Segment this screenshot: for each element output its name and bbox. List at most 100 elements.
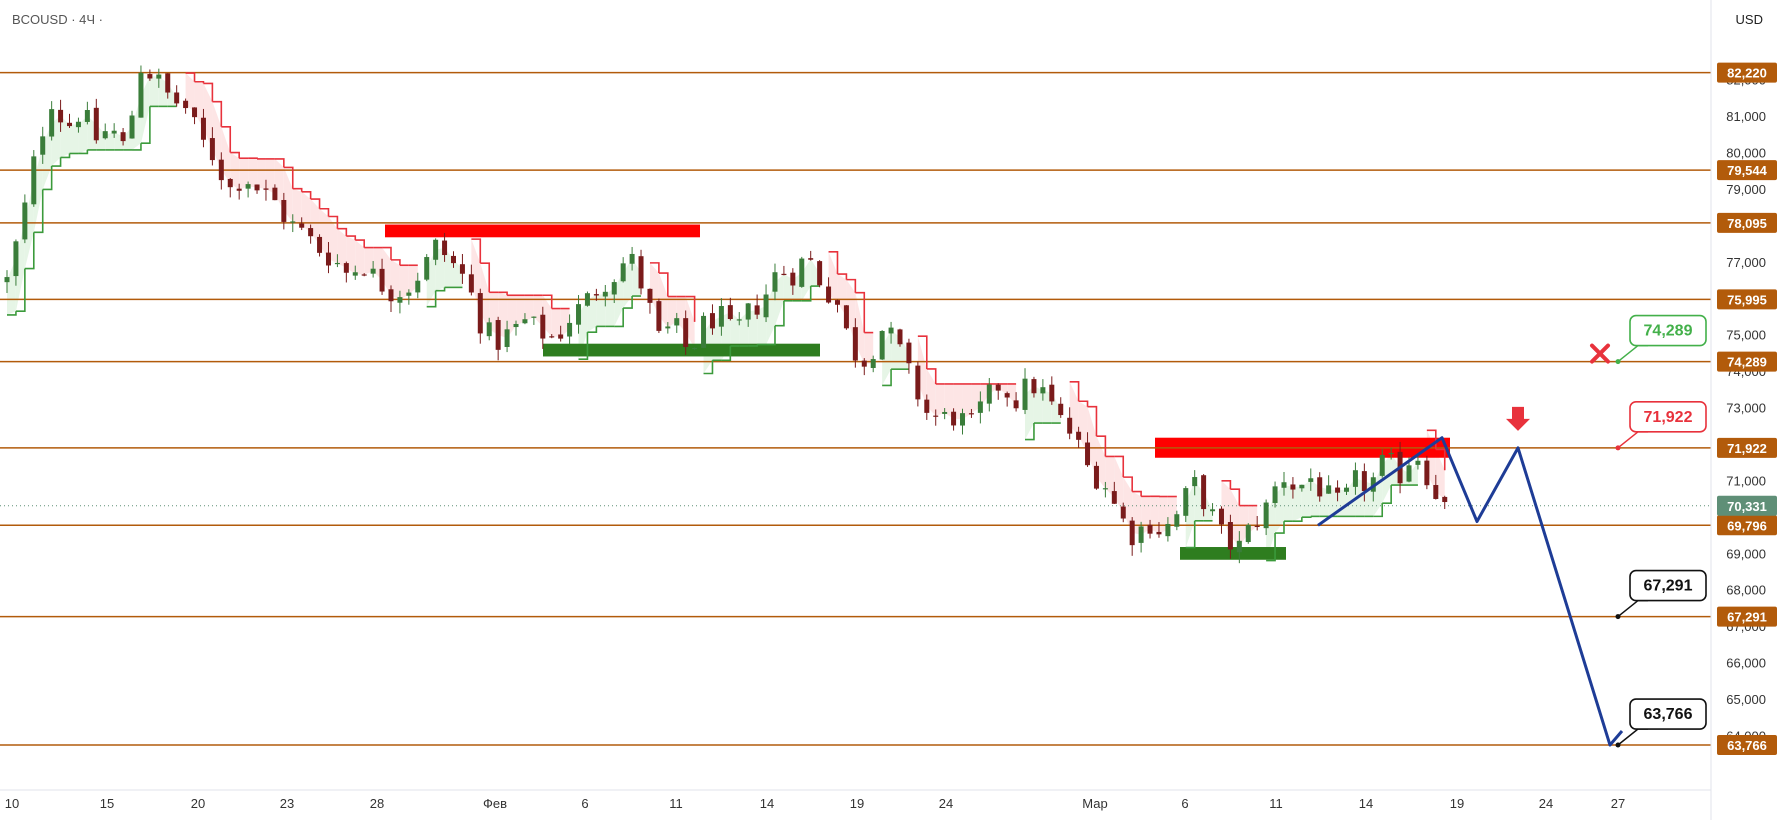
candle-body <box>451 255 456 264</box>
currency-label[interactable]: USD <box>1735 12 1763 27</box>
uptrend-fill <box>1328 489 1338 517</box>
x-tick-label: 28 <box>370 796 384 811</box>
supertrend-up-line <box>774 300 785 327</box>
projection-path[interactable] <box>1317 436 1624 747</box>
target-callout[interactable] <box>1629 569 1707 602</box>
candle-body <box>531 316 537 318</box>
candle-body <box>415 280 421 293</box>
candle-body <box>1424 460 1430 486</box>
candle-body <box>58 109 64 123</box>
candle-body <box>361 274 367 276</box>
target-callout[interactable] <box>1629 698 1707 730</box>
candle-body <box>1040 387 1046 394</box>
level-tag-label: 71,922 <box>1727 441 1767 456</box>
candle-body <box>1236 540 1242 553</box>
candle-body <box>1272 486 1278 504</box>
level-tag <box>1717 515 1777 536</box>
candle-body <box>593 294 599 296</box>
x-tick-label: 11 <box>669 796 683 811</box>
supertrend-down-line <box>274 158 285 168</box>
supertrend-up-line <box>78 149 89 155</box>
y-tick-label: 68,000 <box>1726 583 1766 598</box>
supertrend-up-line <box>24 232 35 270</box>
uptrend-fill <box>1337 489 1347 517</box>
supertrend-down-line <box>1114 455 1125 478</box>
candle-body <box>1004 393 1010 398</box>
candle-body <box>379 268 385 292</box>
uptrend-fill <box>1283 485 1293 522</box>
candle-body <box>736 319 742 321</box>
y-tick-label: 73,000 <box>1726 401 1766 416</box>
uptrend-fill <box>69 124 79 154</box>
candle-body <box>817 261 823 286</box>
candle-body <box>468 274 474 293</box>
x-tick-label: 15 <box>100 796 114 811</box>
candle-body <box>1415 460 1421 465</box>
supertrend-up-line <box>7 311 17 316</box>
arrow-down-icon <box>1506 406 1530 431</box>
time-axis[interactable]: 10 15 20 23 28 Фев 6 11 14 19 24 Мар 6 11 14 19 24 27 <box>5 796 1625 811</box>
supertrend-down-line <box>685 295 696 322</box>
target-callout[interactable] <box>1629 314 1707 347</box>
level-tag <box>1717 212 1777 233</box>
candle-body <box>799 258 805 287</box>
candle-body <box>1281 482 1287 488</box>
candle-body <box>861 360 867 367</box>
candle-body <box>1138 526 1144 543</box>
downtrend-fill <box>962 383 972 420</box>
supertrend-up-line <box>132 143 142 151</box>
candle-body <box>960 413 966 426</box>
support-zone[interactable] <box>1180 547 1286 560</box>
uptrend-fill <box>149 76 159 107</box>
x-tick-label: 24 <box>1539 796 1553 811</box>
y-tick-label: 77,000 <box>1726 255 1766 270</box>
supertrend-up-line <box>435 287 446 292</box>
supertrend-up-line <box>703 360 714 375</box>
candle-body <box>1085 442 1091 466</box>
uptrend-fill <box>15 220 25 312</box>
resistance-zone[interactable] <box>385 224 700 238</box>
candle-body <box>317 236 323 253</box>
y-tick-label: 79,000 <box>1726 182 1766 197</box>
downtrend-fill <box>301 191 311 233</box>
supertrend-down-line <box>926 368 937 384</box>
candle-body <box>1442 496 1448 503</box>
downtrend-fill <box>265 158 275 194</box>
candle-body <box>683 318 689 348</box>
candle-body <box>299 223 305 228</box>
candle-body <box>1326 485 1332 494</box>
supertrend-up-line <box>1292 517 1303 522</box>
downtrend-fill <box>1158 496 1168 534</box>
supertrend-up-line <box>1025 423 1035 441</box>
candle-body <box>1317 477 1323 497</box>
x-tick-label: 23 <box>280 796 294 811</box>
supertrend-down-line <box>390 259 401 266</box>
downtrend-fill <box>292 188 302 226</box>
level-tag <box>1717 62 1777 83</box>
candle-body <box>388 289 394 302</box>
candle-body <box>397 297 403 303</box>
x-tick-label: 27 <box>1611 796 1625 811</box>
downtrend-fill <box>399 265 409 300</box>
candle-body <box>1120 506 1126 519</box>
candle-body <box>1067 417 1073 434</box>
downtrend-fill <box>364 247 374 275</box>
candle-body <box>1406 465 1412 482</box>
downtrend-fill <box>953 383 963 420</box>
candle-body <box>808 258 814 260</box>
support-zone[interactable] <box>543 343 820 357</box>
supertrend-up-line <box>623 296 633 309</box>
supertrend-down-line <box>283 166 294 189</box>
supertrend-down-line <box>658 272 669 297</box>
candle-body <box>897 329 903 345</box>
target-callout[interactable] <box>1629 401 1707 433</box>
supertrend-up-line <box>614 308 624 328</box>
supertrend-up-line <box>1373 503 1384 518</box>
candle-body <box>951 411 957 426</box>
y-tick-label: 81,000 <box>1726 109 1766 124</box>
candle-body <box>1093 465 1099 489</box>
x-tick-label: 6 <box>1181 796 1188 811</box>
candle-body <box>1076 431 1082 440</box>
candle-body <box>67 122 73 127</box>
